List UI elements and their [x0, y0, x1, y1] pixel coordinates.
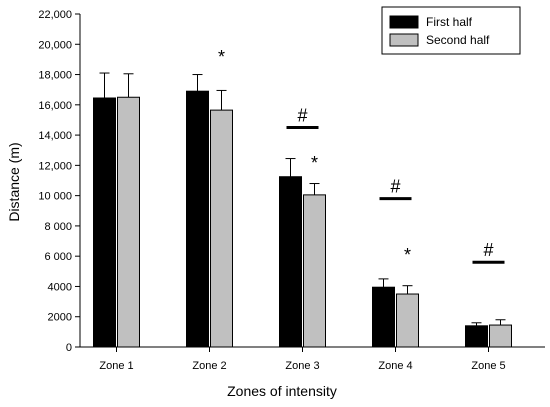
- significance-hash: #: [297, 106, 307, 126]
- x-tick-label: Zone 4: [378, 360, 412, 372]
- x-tick-label: Zone 2: [192, 360, 226, 372]
- legend-swatch: [389, 33, 419, 47]
- x-axis: Zone 1 Zone 2 Zone 3 Zone 4 Zone 5: [80, 346, 545, 372]
- y-tick-label: 22,000: [38, 9, 72, 21]
- significance-asterisk: *: [218, 47, 225, 67]
- significance-hash: #: [483, 240, 493, 260]
- y-tick-label: 6 000: [44, 251, 72, 263]
- y-tick-label: 20,000: [38, 39, 72, 51]
- y-tick-label: 12,000: [38, 160, 72, 172]
- bar-first-half: [465, 325, 488, 348]
- y-tick-label: 4000: [48, 281, 72, 293]
- bar-first-half: [186, 90, 209, 348]
- bar-first-half: [93, 97, 116, 348]
- y-tick-label: 10 000: [38, 191, 72, 203]
- bar-first-half: [279, 176, 302, 348]
- y-tick-label: 8 000: [44, 221, 72, 233]
- significance-asterisk: *: [404, 245, 411, 265]
- legend-swatch: [389, 15, 419, 29]
- bar-second-half: [489, 324, 512, 348]
- y-tick-label: 14,000: [38, 130, 72, 142]
- x-tick-label: Zone 3: [285, 360, 319, 372]
- legend-label: First half: [426, 15, 473, 29]
- bar-second-half: [210, 109, 233, 348]
- significance-hash: #: [390, 177, 400, 197]
- x-axis-title: Zones of intensity: [227, 383, 337, 399]
- x-tick-label: Zone 1: [99, 360, 133, 372]
- x-tick-label: Zone 5: [471, 360, 505, 372]
- bar-first-half: [372, 286, 395, 348]
- significance-annotations: * # * # * #: [218, 47, 505, 265]
- bar-second-half: [396, 293, 419, 348]
- bar-second-half: [303, 194, 326, 348]
- y-tick-label: 18,000: [38, 70, 72, 82]
- y-tick-label: 2000: [48, 312, 72, 324]
- legend: First half Second half: [381, 6, 521, 55]
- y-tick-label: 0: [66, 342, 72, 354]
- y-axis: 0 2000 4000 6 000 8 000 10 000 12,000 14,000 16,…: [38, 9, 81, 354]
- legend-label: Second half: [426, 33, 490, 47]
- bar-second-half: [117, 96, 140, 348]
- y-tick-label: 16,000: [38, 100, 72, 112]
- significance-asterisk: *: [311, 153, 318, 173]
- y-axis-title: Distance (m): [6, 142, 22, 221]
